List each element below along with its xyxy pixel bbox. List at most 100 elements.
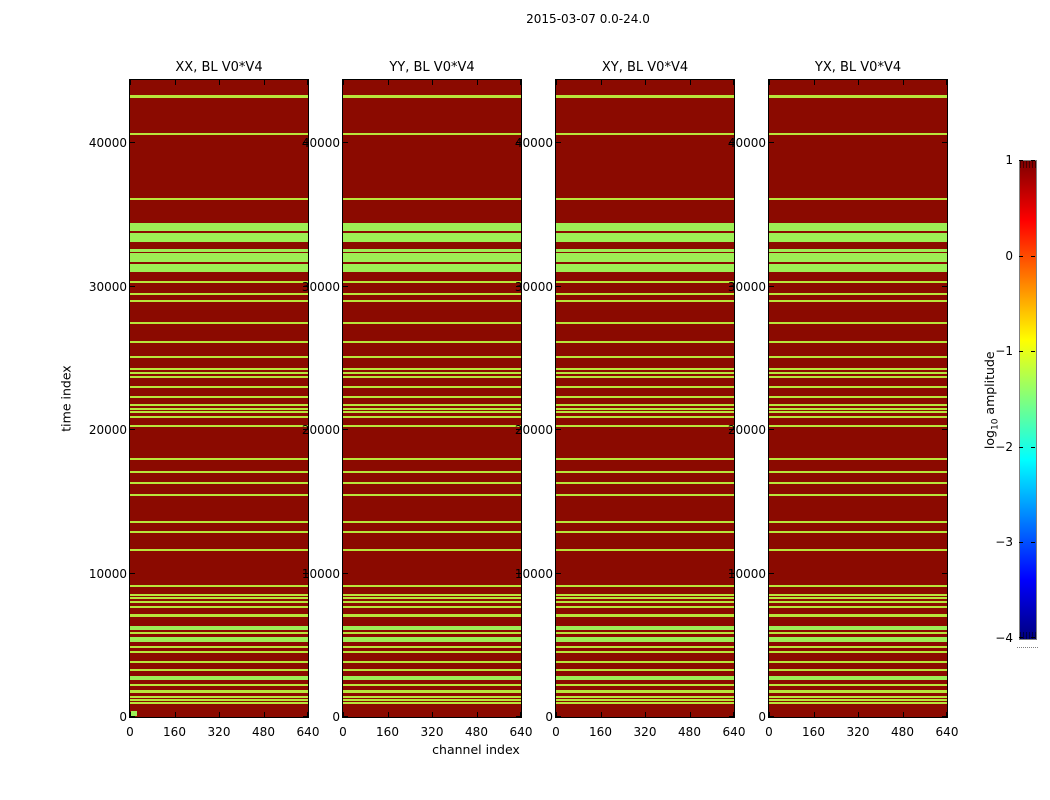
flagged-time-stripe [769,322,947,325]
x-tick-label: 0 [765,725,773,739]
y-tick-label: 10000 [514,566,553,581]
y-tick-mark [729,429,734,431]
flagged-time-stripe [130,299,308,302]
y-tick-mark [516,716,521,717]
x-tick-mark [174,80,176,85]
flagged-time-stripe [130,600,308,603]
flagged-time-stripe [556,386,734,389]
flagged-time-stripe [556,340,734,343]
flagged-time-stripe [343,701,521,704]
flagged-time-stripe [556,416,734,418]
flagged-time-stripe [130,690,308,694]
y-tick-mark [516,285,521,287]
y-tick-mark [516,572,521,574]
flagged-time-stripe [556,253,734,263]
colorbar-label-rest: amplitude [981,351,997,419]
x-tick-mark [946,80,947,85]
flagged-time-stripe [556,585,734,587]
y-tick-mark [729,716,734,717]
flagged-time-stripe [769,403,947,406]
flagged-time-stripe [556,371,734,374]
flagged-time-stripe [130,636,308,642]
flagged-time-stripe [130,548,308,551]
x-tick-mark [343,712,344,717]
flagged-time-stripe [130,95,308,98]
flagged-time-stripe [769,585,947,587]
flagged-time-stripe [343,661,521,664]
flagged-time-stripe [556,95,734,98]
x-tick-mark [689,712,691,717]
y-tick-mark [942,142,947,144]
x-tick-label: 0 [552,725,560,739]
x-tick-mark [902,80,904,85]
subplot-title: XX, BL V0*V4 [175,60,263,75]
flagged-time-stripe [556,299,734,302]
x-tick-label: 480 [465,725,488,739]
y-tick-label: 10000 [88,566,127,581]
subplot-title: XY, BL V0*V4 [601,60,689,75]
flagged-time-stripe [556,521,734,524]
flagged-time-stripe [130,701,308,704]
flagged-time-stripe [343,605,521,608]
y-tick-label: 30000 [301,279,340,294]
y-tick-mark [303,429,308,431]
flagged-time-stripe [343,675,521,680]
flagged-time-stripe [130,249,308,252]
x-tick-mark [387,712,389,717]
y-tick-mark [769,142,774,144]
x-tick-mark [343,80,344,85]
flagged-time-stripe [343,396,521,399]
heatmap-panel [555,79,735,718]
flagged-time-stripe [769,95,947,98]
y-tick-mark [769,429,774,431]
y-tick-mark [769,285,774,287]
y-tick-mark [729,572,734,574]
y-tick-mark [942,285,947,287]
y-tick-mark [343,429,348,431]
flagged-time-stripe [343,249,521,252]
flagged-time-stripe [130,458,308,461]
flagged-time-stripe [343,585,521,587]
flagged-time-stripe [130,293,308,296]
flagged-time-stripe [556,661,734,664]
flagged-time-stripe [130,494,308,497]
x-tick-mark [902,712,904,717]
x-tick-mark [432,712,433,717]
flagged-time-stripe [556,626,734,631]
flagged-time-stripe [556,651,734,653]
colorbar-tick-mark [1019,637,1023,638]
flagged-time-stripe [556,696,734,699]
flagged-time-stripe [769,263,947,272]
flagged-time-stripe [343,594,521,597]
flagged-time-stripe [343,263,521,272]
y-tick-label: 10000 [301,566,340,581]
flagged-time-stripe [343,293,521,296]
flagged-time-stripe [343,403,521,406]
flagged-time-stripe [556,396,734,399]
flagged-time-stripe [130,626,308,631]
y-tick-mark [942,429,947,431]
flagged-time-stripe [769,198,947,201]
y-tick-mark [769,716,774,717]
heatmap-data [769,80,947,717]
flagged-time-stripe [769,651,947,653]
flagged-time-stripe [130,233,308,243]
flagged-time-stripe [769,597,947,600]
flagged-time-stripe [769,410,947,413]
flagged-time-stripe [556,668,734,671]
x-tick-label: 320 [420,725,444,739]
flagged-time-stripe [556,280,734,283]
flagged-time-stripe [130,222,308,232]
flagged-time-stripe [769,701,947,704]
flagged-time-stripe [343,95,521,98]
x-tick-label: 640 [935,725,959,739]
subplot-title: YY, BL V0*V4 [389,60,475,75]
heatmap-panel [129,79,309,718]
y-tick-mark [130,285,135,287]
y-tick-mark [942,572,947,574]
colorbar-tick-mark [1019,160,1023,161]
y-tick-mark [729,285,734,287]
colorbar-tick-mark [1031,160,1035,161]
flagged-time-stripe [769,605,947,608]
flagged-time-stripe [130,410,308,413]
